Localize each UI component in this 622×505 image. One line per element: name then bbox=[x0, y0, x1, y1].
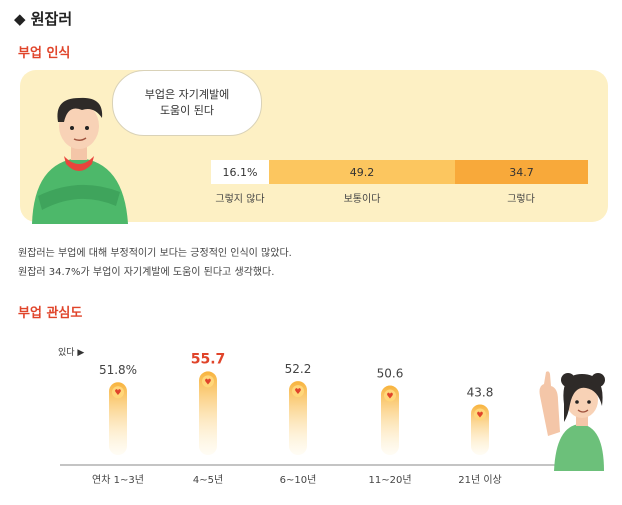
bar-3 bbox=[381, 385, 399, 455]
bar-cap-2 bbox=[292, 385, 304, 398]
segment-disagree-value: 16.1% bbox=[222, 165, 258, 179]
bubble-line-1: 부업은 자기계발에 bbox=[144, 88, 230, 101]
bar-cap-4 bbox=[474, 408, 486, 421]
heart-icon: ♥ bbox=[386, 392, 393, 401]
section-title-awareness: 부업 인식 bbox=[18, 46, 71, 61]
bar-2 bbox=[289, 381, 307, 455]
interest-chart: 있다 ▶ ♥ 51.8% 연차 1~3년 ♥ 55.7 4~5년 ♥ 52.2 6~10년 ♥ 50… bbox=[58, 346, 600, 486]
heart-icon: ♥ bbox=[476, 410, 483, 419]
bar-cap-0 bbox=[112, 386, 124, 399]
value-label-0: 51.8% bbox=[99, 363, 137, 377]
description-line-1: 원잡러는 부업에 대해 부정적이기 보다는 긍정적인 인식이 많았다. bbox=[18, 248, 292, 259]
x-tick-1: 4~5년 bbox=[193, 474, 223, 486]
segment-neutral-label: 보통이다 bbox=[343, 194, 381, 205]
value-label-1: 55.7 bbox=[191, 351, 226, 367]
segment-agree: 34.7 bbox=[455, 160, 588, 184]
woman-illustration-icon bbox=[539, 371, 605, 471]
x-tick-4: 21년 이상 bbox=[458, 474, 502, 486]
segment-agree-label: 그렇다 bbox=[507, 194, 535, 205]
value-label-4: 43.8 bbox=[467, 385, 494, 399]
segment-neutral-value: 49.2 bbox=[349, 165, 375, 179]
x-tick-3: 11~20년 bbox=[368, 474, 411, 486]
chart-title: 부업 관심도 bbox=[18, 306, 83, 321]
bar-cap-1 bbox=[202, 375, 214, 388]
heart-icon: ♥ bbox=[204, 377, 211, 386]
segment-disagree: 16.1% bbox=[211, 160, 269, 184]
legend-label: 있다 ▶ bbox=[58, 346, 84, 358]
bar-1 bbox=[199, 371, 217, 455]
segment-disagree-label: 그렇지 않다 bbox=[215, 194, 265, 205]
description-line-2: 원잡러 34.7%가 부업이 자기계발에 도움이 된다고 생각했다. bbox=[18, 267, 275, 278]
value-label-3: 50.6 bbox=[377, 367, 404, 381]
value-label-2: 52.2 bbox=[285, 362, 312, 376]
x-tick-2: 6~10년 bbox=[280, 474, 317, 486]
x-tick-0: 연차 1~3년 bbox=[92, 474, 144, 486]
segment-agree-value: 34.7 bbox=[509, 165, 534, 179]
speech-bubble: 부업은 자기계발에 도움이 된다 bbox=[112, 70, 262, 136]
bubble-line-2: 도움이 된다 bbox=[159, 104, 215, 117]
bar-0 bbox=[109, 382, 127, 455]
heart-icon: ♥ bbox=[114, 388, 121, 397]
page-title: ◆ 원잡러 bbox=[14, 10, 73, 28]
segment-neutral: 49.2 bbox=[269, 160, 455, 184]
heart-icon: ♥ bbox=[294, 387, 301, 396]
bar-cap-3 bbox=[384, 389, 396, 402]
man-illustration-icon bbox=[32, 97, 128, 224]
